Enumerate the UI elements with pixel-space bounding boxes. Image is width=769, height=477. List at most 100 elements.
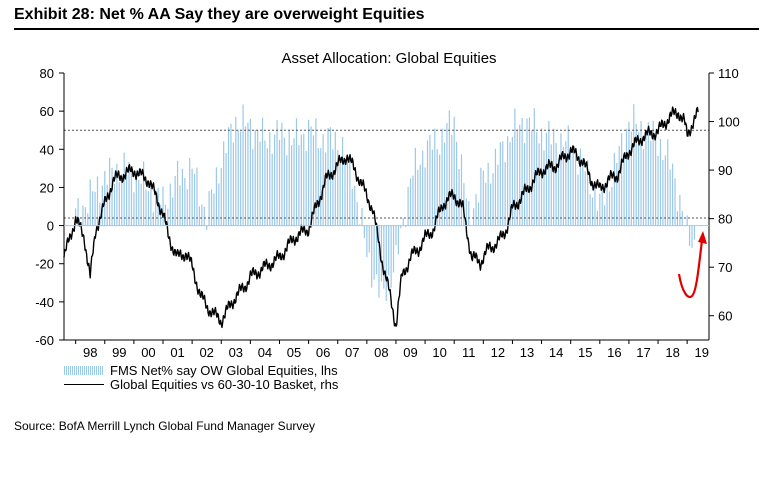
tick-label-x: 14 <box>549 345 563 360</box>
bar <box>560 133 562 226</box>
bar <box>99 202 101 226</box>
bar <box>390 225 392 288</box>
bar <box>557 159 560 226</box>
legend-swatch-line <box>64 383 104 385</box>
bar <box>443 142 446 226</box>
bar <box>521 117 523 226</box>
bar <box>312 135 315 226</box>
bar <box>635 123 637 226</box>
bar <box>436 149 438 226</box>
bar <box>628 121 630 226</box>
bar <box>150 186 152 226</box>
bar <box>594 186 596 226</box>
bar <box>497 164 499 226</box>
bar <box>118 182 120 226</box>
bar <box>553 128 555 226</box>
bar <box>380 225 383 282</box>
tick-label-left: 80 <box>40 66 54 81</box>
tick-label-x: 04 <box>258 345 272 360</box>
bar <box>92 191 94 226</box>
red-arrow-annotation <box>677 231 707 299</box>
bar <box>320 147 322 226</box>
bar <box>613 152 615 226</box>
bar <box>691 225 693 248</box>
legend-label-line: Global Equities vs 60-30-10 Basket, rhs <box>110 376 339 392</box>
bar <box>291 145 293 226</box>
bar <box>167 208 169 226</box>
bar <box>577 174 579 226</box>
bar <box>548 120 550 226</box>
bar <box>473 208 475 226</box>
bar <box>383 225 385 289</box>
bar <box>223 141 225 226</box>
bar <box>604 205 606 226</box>
bar <box>189 157 191 226</box>
bar <box>133 192 135 226</box>
arrow-curve <box>677 239 704 299</box>
bar <box>358 224 361 226</box>
bar <box>113 183 116 226</box>
bar <box>198 206 201 226</box>
bar <box>662 160 664 226</box>
bar <box>366 225 368 258</box>
legend-swatch-bars <box>64 365 104 375</box>
bar <box>213 193 215 226</box>
tick-label-x: 07 <box>345 345 359 360</box>
bar <box>179 185 181 226</box>
bar <box>232 142 234 226</box>
bar <box>616 163 618 226</box>
bar <box>667 139 669 226</box>
bar <box>324 152 327 226</box>
bar <box>499 142 501 226</box>
bar <box>621 133 623 226</box>
bar <box>235 116 237 226</box>
bar <box>172 197 174 226</box>
bar <box>128 162 130 226</box>
bar <box>196 167 198 226</box>
bar <box>186 189 188 226</box>
bar <box>402 218 404 226</box>
bar <box>373 225 375 280</box>
bar <box>528 117 531 226</box>
bar <box>669 169 671 226</box>
tick-label-right: 60 <box>718 309 732 324</box>
bar <box>351 189 353 226</box>
bar <box>215 167 217 226</box>
bar <box>298 145 300 226</box>
bar <box>638 132 640 226</box>
legend-entry-bars: FMS Net% say OW Global Equities, lhs <box>64 363 338 378</box>
bar <box>145 189 147 226</box>
bar <box>181 168 184 226</box>
bar <box>582 157 584 226</box>
bar <box>332 149 334 226</box>
bar <box>693 225 696 240</box>
bar <box>659 138 662 226</box>
bar <box>274 134 276 226</box>
bar <box>545 132 548 226</box>
bar <box>579 148 581 226</box>
bar <box>633 104 635 226</box>
bar <box>138 179 140 226</box>
bar <box>647 122 649 226</box>
bar <box>193 173 196 226</box>
bar <box>405 225 407 228</box>
bar <box>480 167 482 226</box>
bar <box>589 194 591 226</box>
bar <box>276 120 278 226</box>
bar <box>640 121 642 226</box>
bar <box>327 127 329 226</box>
bar <box>385 225 387 302</box>
bar <box>417 169 419 226</box>
bar <box>572 150 574 226</box>
bar <box>242 104 244 226</box>
bar <box>164 204 167 226</box>
bar <box>322 134 324 226</box>
tick-label-x: 19 <box>694 345 708 360</box>
bar <box>174 176 176 226</box>
bar <box>237 130 239 226</box>
bar <box>269 132 271 226</box>
bar <box>147 191 150 226</box>
bar <box>516 129 518 226</box>
bar <box>681 211 683 226</box>
bar <box>121 174 123 226</box>
